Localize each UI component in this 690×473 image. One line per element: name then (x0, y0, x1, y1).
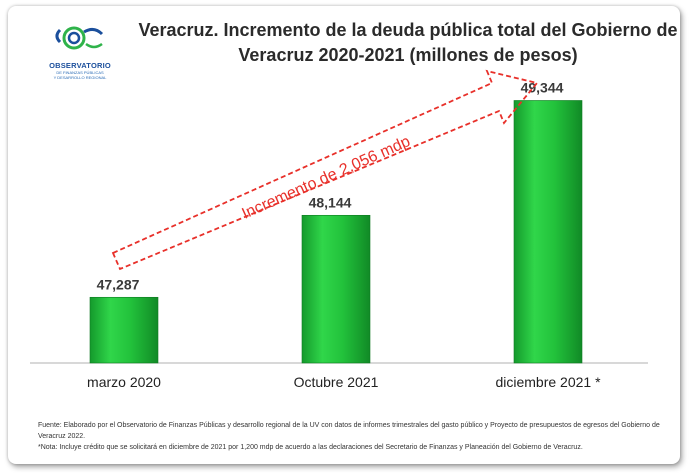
chart-card: OBSERVATORIO DE FINANZAS PÚBLICAS Y DESA… (8, 6, 680, 464)
bar-2 (301, 214, 371, 364)
category-label-2: Octubre 2021 (294, 374, 379, 390)
category-label-3: diciembre 2021 * (495, 374, 601, 390)
bar-chart: 47,287 marzo 2020 48,144 Octubre 2021 49,344… (30, 69, 648, 390)
footnotes: Fuente: Elaborado por el Observatorio de… (38, 420, 678, 453)
chart-title: Veracruz. Incremento de la deuda pública… (138, 20, 678, 65)
observatorio-logo: OBSERVATORIO DE FINANZAS PÚBLICAS Y DESA… (30, 22, 130, 84)
bar-3 (513, 100, 583, 364)
data-label-1: 47,287 (97, 276, 140, 292)
increment-arrow (111, 69, 539, 271)
logo-sub-text-1: DE FINANZAS PÚBLICAS (56, 69, 104, 75)
logo-main-text: OBSERVATORIO (49, 61, 111, 70)
data-label-2: 48,144 (309, 194, 352, 210)
bar-1 (89, 296, 159, 364)
source-note: Fuente: Elaborado por el Observatorio de… (38, 422, 660, 440)
data-label-3: 49,344 (521, 79, 564, 95)
category-label-1: marzo 2020 (87, 374, 161, 390)
logo-sub-text-2: Y DESARROLLO REGIONAL (53, 74, 107, 80)
asterisk-note: *Nota: Incluye crédito que se solicitará… (38, 444, 583, 451)
logo-emblem-icon (55, 26, 104, 50)
